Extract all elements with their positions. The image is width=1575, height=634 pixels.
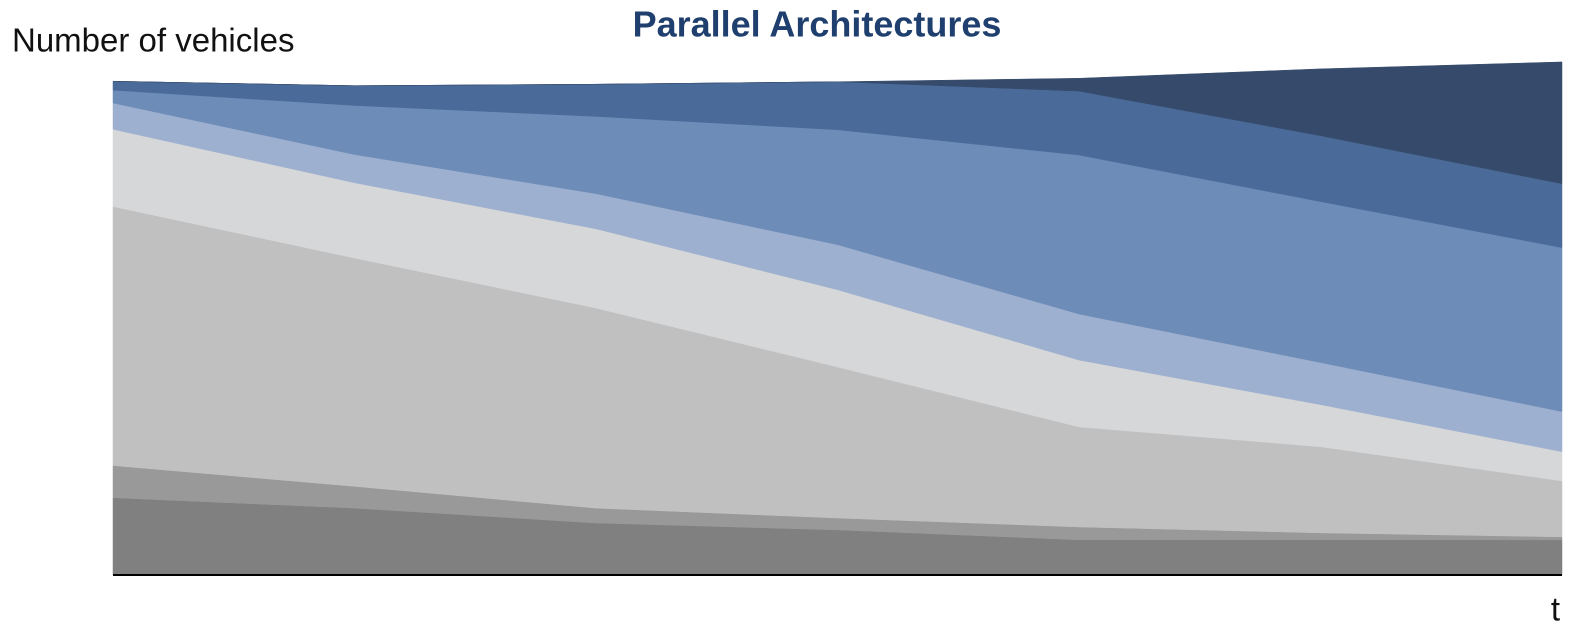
- y-axis-label: Number of vehicles: [12, 22, 294, 59]
- areas: [112, 61, 1563, 576]
- area: [112, 61, 1563, 185]
- chart-title: Parallel Architectures: [633, 4, 1002, 45]
- x-axis-label: t: [1551, 591, 1560, 628]
